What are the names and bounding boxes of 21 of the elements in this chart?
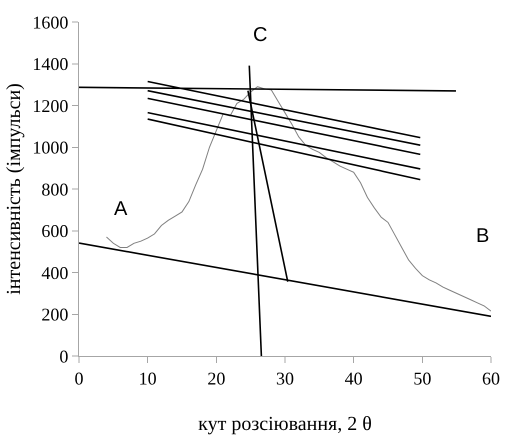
x-tick-label: 10: [138, 368, 157, 389]
annotation: A: [114, 198, 128, 220]
x-tick-label: 30: [276, 368, 294, 389]
y-tick-label: 1000: [32, 138, 68, 158]
x-tick-label: 50: [413, 368, 432, 389]
annotation: C: [253, 24, 268, 46]
y-tick-label: 1400: [32, 54, 68, 74]
x-tick-label: 60: [482, 368, 500, 389]
annotation: B: [476, 225, 490, 247]
x-tick-label: 0: [74, 368, 84, 389]
y-axis-title: інтенсивність (імпульси): [2, 83, 25, 295]
y-tick-label: 1200: [32, 96, 68, 116]
y-tick-label: 600: [41, 221, 68, 242]
y-tick-label: 800: [41, 179, 68, 200]
x-axis-title: кут розсіювання, 2 θ: [198, 413, 372, 436]
y-tick-label: 400: [41, 262, 68, 283]
x-tick-label: 40: [344, 368, 363, 389]
y-tick-label: 200: [41, 304, 68, 325]
y-tick-label: 0: [59, 346, 68, 366]
x-tick-label: 20: [207, 368, 226, 389]
y-tick-label: 1600: [32, 12, 68, 32]
